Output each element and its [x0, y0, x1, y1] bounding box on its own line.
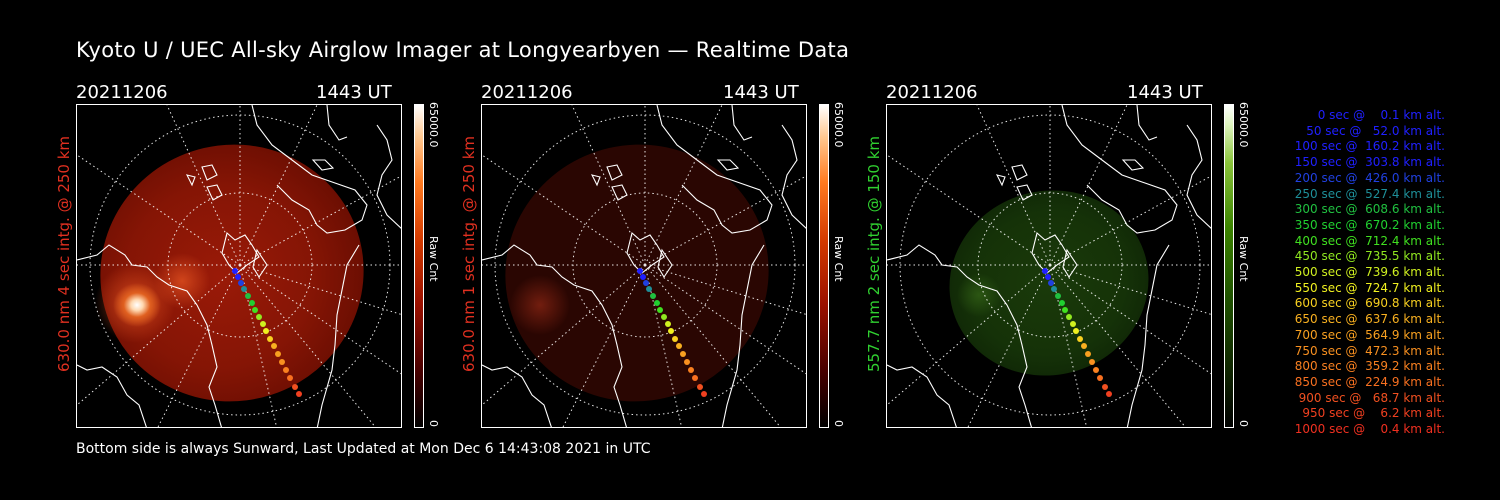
legend-row: 550 sec @ 724.7 km alt.	[1294, 280, 1445, 295]
panel-3-colorbar-label: Raw Cnt	[1237, 236, 1250, 282]
legend-row: 850 sec @ 224.9 km alt.	[1294, 374, 1445, 389]
legend-row: 700 sec @ 564.9 km alt.	[1294, 327, 1445, 342]
panel-2-colorbar-label: Raw Cnt	[832, 236, 845, 282]
legend-row: 900 sec @ 68.7 km alt.	[1298, 390, 1445, 405]
panel-3-image	[886, 104, 1212, 428]
panel-2-ylabel: 630.0 nm 1 sec intg. @ 250 km	[460, 135, 478, 372]
panel-1-colorbar-label: Raw Cnt	[427, 236, 440, 282]
panel-3-date: 20211206	[886, 82, 978, 103]
panel-1-colorbar	[414, 104, 424, 428]
panel-2-date: 20211206	[481, 82, 573, 103]
legend-row: 750 sec @ 472.3 km alt.	[1294, 343, 1445, 358]
legend-row: 150 sec @ 303.8 km alt.	[1294, 155, 1445, 170]
altitude-legend: 0 sec @ 0.1 km alt. 50 sec @ 52.0 km alt…	[1265, 108, 1445, 438]
legend-row: 600 sec @ 690.8 km alt.	[1294, 296, 1445, 311]
legend-row: 500 sec @ 739.6 km alt.	[1294, 265, 1445, 280]
legend-row: 450 sec @ 735.5 km alt.	[1294, 249, 1445, 264]
satellite-track-1	[232, 268, 302, 397]
panel-2-image	[481, 104, 807, 428]
panel-1-image	[76, 104, 402, 428]
panel-1-colorbar-max: 65000.0	[427, 102, 440, 148]
footer-status: Bottom side is always Sunward, Last Upda…	[76, 441, 651, 457]
panel-2-time: 1443 UT	[723, 82, 799, 103]
legend-row: 200 sec @ 426.0 km alt.	[1294, 170, 1445, 185]
legend-row: 400 sec @ 712.4 km alt.	[1294, 233, 1445, 248]
panel-3-colorbar-min: 0	[1237, 420, 1250, 427]
satellite-track-3	[1042, 268, 1112, 397]
panel-2-colorbar-min: 0	[832, 420, 845, 427]
panel-3-time: 1443 UT	[1127, 82, 1203, 103]
page-title: Kyoto U / UEC All-sky Airglow Imager at …	[76, 38, 850, 62]
panel-1-date: 20211206	[76, 82, 168, 103]
legend-row: 0 sec @ 0.1 km alt.	[1317, 108, 1445, 122]
legend-row: 950 sec @ 6.2 km alt.	[1302, 406, 1445, 421]
legend-row: 650 sec @ 637.6 km alt.	[1294, 312, 1445, 327]
panel-3-colorbar	[1224, 104, 1234, 428]
legend-row: 50 sec @ 52.0 km alt.	[1306, 123, 1445, 138]
panel-2-colorbar-max: 65000.0	[832, 102, 845, 148]
legend-row: 300 sec @ 608.6 km alt.	[1294, 202, 1445, 217]
legend-row: 350 sec @ 670.2 km alt.	[1294, 217, 1445, 232]
panel-1-ylabel: 630.0 nm 4 sec intg. @ 250 km	[55, 135, 73, 372]
legend-row: 800 sec @ 359.2 km alt.	[1294, 359, 1445, 374]
satellite-track-2	[637, 268, 707, 397]
legend-row: 1000 sec @ 0.4 km alt.	[1294, 422, 1445, 437]
panel-1-time: 1443 UT	[316, 82, 392, 103]
legend-row: 100 sec @ 160.2 km alt.	[1294, 139, 1445, 154]
panel-1-colorbar-min: 0	[427, 420, 440, 427]
panel-3-colorbar-max: 65000.0	[1237, 102, 1250, 148]
legend-row: 250 sec @ 527.4 km alt.	[1294, 186, 1445, 201]
panel-3-ylabel: 557.7 nm 2 sec intg. @ 150 km	[865, 135, 883, 372]
panel-2-colorbar	[819, 104, 829, 428]
